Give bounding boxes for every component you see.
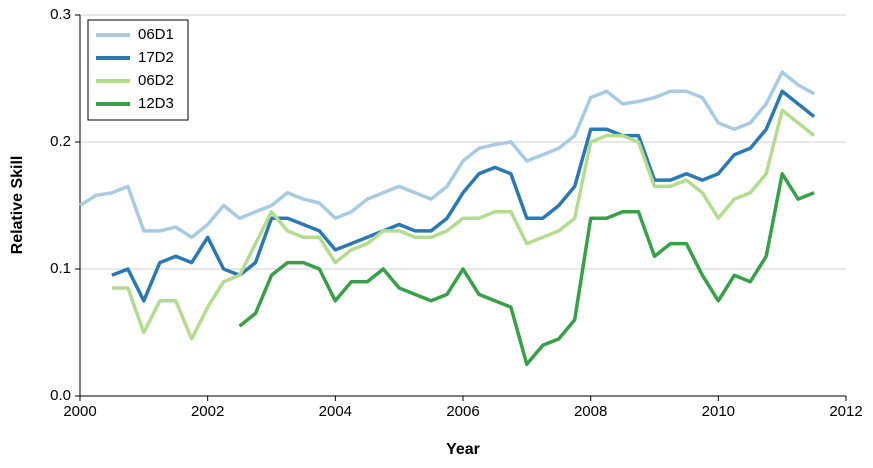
x-tick-label: 2004 xyxy=(319,403,352,420)
legend-label: 12D3 xyxy=(138,95,174,112)
x-tick-label: 2008 xyxy=(574,403,607,420)
y-axis-title: Relative Skill xyxy=(9,156,26,255)
series-line xyxy=(238,172,815,367)
x-tick-label: 2010 xyxy=(702,403,735,420)
y-tick-label: 0.3 xyxy=(50,6,71,23)
y-tick-label: 0.1 xyxy=(50,260,71,277)
x-axis-title: Year xyxy=(446,441,480,458)
y-tick-label: 0.2 xyxy=(50,133,71,150)
legend-label: 06D2 xyxy=(138,72,174,89)
series-line xyxy=(111,89,816,303)
x-tick-label: 2006 xyxy=(446,403,479,420)
y-tick-label: 0.0 xyxy=(50,387,71,404)
x-tick-label: 2002 xyxy=(191,403,224,420)
series-line xyxy=(111,108,816,341)
legend-label: 06D1 xyxy=(138,26,174,43)
series-line xyxy=(79,70,815,240)
x-tick-label: 2000 xyxy=(63,403,96,420)
x-tick-label: 2012 xyxy=(829,403,862,420)
legend-label: 17D2 xyxy=(138,49,174,66)
